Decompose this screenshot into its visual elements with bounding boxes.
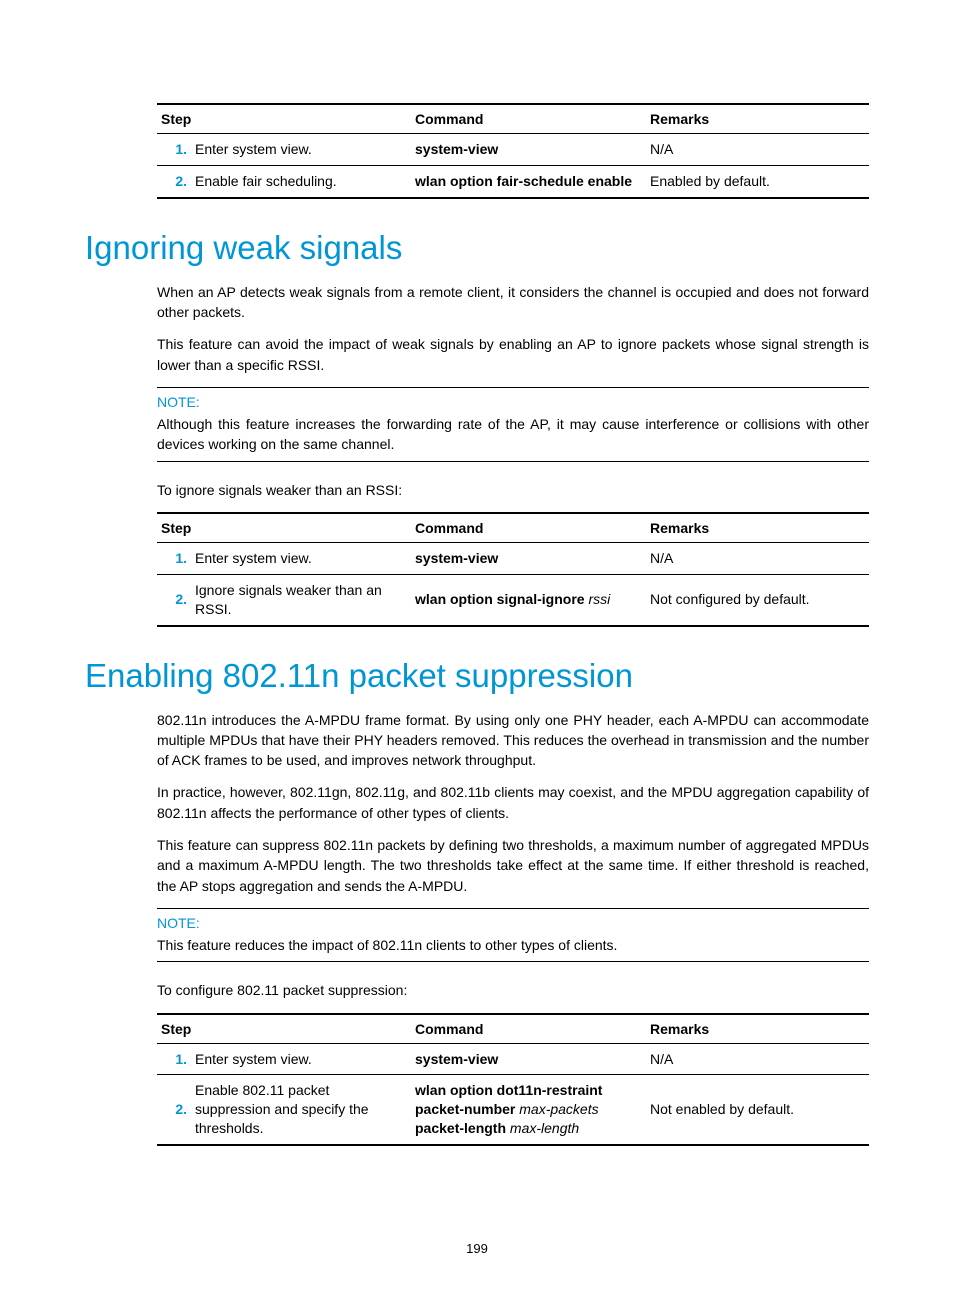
th-command: Command bbox=[411, 513, 646, 543]
command-cell: wlan option dot11n-restraint packet-numbe… bbox=[411, 1075, 646, 1145]
remarks-cell: N/A bbox=[646, 134, 869, 166]
remarks-cell: Not configured by default. bbox=[646, 574, 869, 625]
step-description: Enter system view. bbox=[191, 1043, 411, 1075]
command-cell: wlan option fair-schedule enable bbox=[411, 165, 646, 197]
table3-body: 1.Enter system view.system-viewN/A2.Enab… bbox=[157, 1043, 869, 1145]
th-command: Command bbox=[411, 1014, 646, 1044]
heading-ignoring-weak-signals: Ignoring weak signals bbox=[85, 229, 869, 267]
step-number: 2. bbox=[157, 574, 191, 625]
command-cell: wlan option signal-ignore rssi bbox=[411, 574, 646, 625]
table-fair-scheduling: Step Command Remarks 1.Enter system view… bbox=[157, 103, 869, 199]
command-keyword: packet-length bbox=[415, 1120, 506, 1136]
table-row: 1.Enter system view.system-view N/A bbox=[157, 542, 869, 574]
step-number: 2. bbox=[157, 165, 191, 197]
paragraph: 802.11n introduces the A-MPDU frame form… bbox=[157, 710, 869, 771]
th-command: Command bbox=[411, 104, 646, 134]
step-number: 1. bbox=[157, 542, 191, 574]
paragraph: In practice, however, 802.11gn, 802.11g,… bbox=[157, 782, 869, 823]
th-step: Step bbox=[157, 104, 411, 134]
command-keyword: wlan option fair-schedule enable bbox=[415, 173, 632, 189]
command-keyword: wlan option signal-ignore bbox=[415, 591, 585, 607]
step-description: Enter system view. bbox=[191, 542, 411, 574]
remarks-cell: Enabled by default. bbox=[646, 165, 869, 197]
command-param: max-packets bbox=[515, 1101, 598, 1117]
table-row: 1.Enter system view.system-view N/A bbox=[157, 134, 869, 166]
command-param: rssi bbox=[585, 591, 611, 607]
remarks-cell: N/A bbox=[646, 1043, 869, 1075]
heading-packet-suppression: Enabling 802.11n packet suppression bbox=[85, 657, 869, 695]
note-box: NOTE: Although this feature increases th… bbox=[157, 387, 869, 462]
th-remarks: Remarks bbox=[646, 104, 869, 134]
th-step: Step bbox=[157, 513, 411, 543]
command-keyword: system-view bbox=[415, 1051, 498, 1067]
paragraph: When an AP detects weak signals from a r… bbox=[157, 282, 869, 323]
step-number: 1. bbox=[157, 1043, 191, 1075]
step-number: 2. bbox=[157, 1075, 191, 1145]
note-box: NOTE: This feature reduces the impact of… bbox=[157, 908, 869, 962]
command-cell: system-view bbox=[411, 542, 646, 574]
table-row: 1.Enter system view.system-view N/A bbox=[157, 1043, 869, 1075]
command-cell: system-view bbox=[411, 134, 646, 166]
table-row: 2.Enable fair scheduling.wlan option fai… bbox=[157, 165, 869, 197]
command-keyword: packet-number bbox=[415, 1101, 515, 1117]
paragraph: This feature can avoid the impact of wea… bbox=[157, 334, 869, 375]
paragraph: This feature can suppress 802.11n packet… bbox=[157, 835, 869, 896]
paragraph: To configure 802.11 packet suppression: bbox=[157, 980, 869, 1000]
note-label: NOTE: bbox=[157, 394, 869, 410]
step-description: Enable 802.11 packet suppression and spe… bbox=[191, 1075, 411, 1145]
page: Step Command Remarks 1.Enter system view… bbox=[0, 0, 954, 1296]
table-dot11n-restraint: Step Command Remarks 1.Enter system view… bbox=[157, 1013, 869, 1147]
page-number: 199 bbox=[0, 1241, 954, 1256]
command-keyword: system-view bbox=[415, 550, 498, 566]
command-keyword: system-view bbox=[415, 141, 498, 157]
step-description: Enable fair scheduling. bbox=[191, 165, 411, 197]
table-signal-ignore: Step Command Remarks 1.Enter system view… bbox=[157, 512, 869, 627]
command-param: max-length bbox=[506, 1120, 579, 1136]
th-remarks: Remarks bbox=[646, 1014, 869, 1044]
remarks-cell: N/A bbox=[646, 542, 869, 574]
step-number: 1. bbox=[157, 134, 191, 166]
note-label: NOTE: bbox=[157, 915, 869, 931]
note-text: This feature reduces the impact of 802.1… bbox=[157, 935, 869, 955]
paragraph: To ignore signals weaker than an RSSI: bbox=[157, 480, 869, 500]
table-row: 2.Ignore signals weaker than an RSSI.wla… bbox=[157, 574, 869, 625]
step-description: Enter system view. bbox=[191, 134, 411, 166]
table2-body: 1.Enter system view.system-viewN/A2.Igno… bbox=[157, 542, 869, 625]
command-cell: system-view bbox=[411, 1043, 646, 1075]
command-keyword: wlan option dot11n-restraint bbox=[415, 1082, 602, 1098]
th-step: Step bbox=[157, 1014, 411, 1044]
table1-body: 1.Enter system view.system-viewN/A2.Enab… bbox=[157, 134, 869, 198]
table-row: 2.Enable 802.11 packet suppression and s… bbox=[157, 1075, 869, 1145]
th-remarks: Remarks bbox=[646, 513, 869, 543]
remarks-cell: Not enabled by default. bbox=[646, 1075, 869, 1145]
step-description: Ignore signals weaker than an RSSI. bbox=[191, 574, 411, 625]
note-text: Although this feature increases the forw… bbox=[157, 414, 869, 455]
